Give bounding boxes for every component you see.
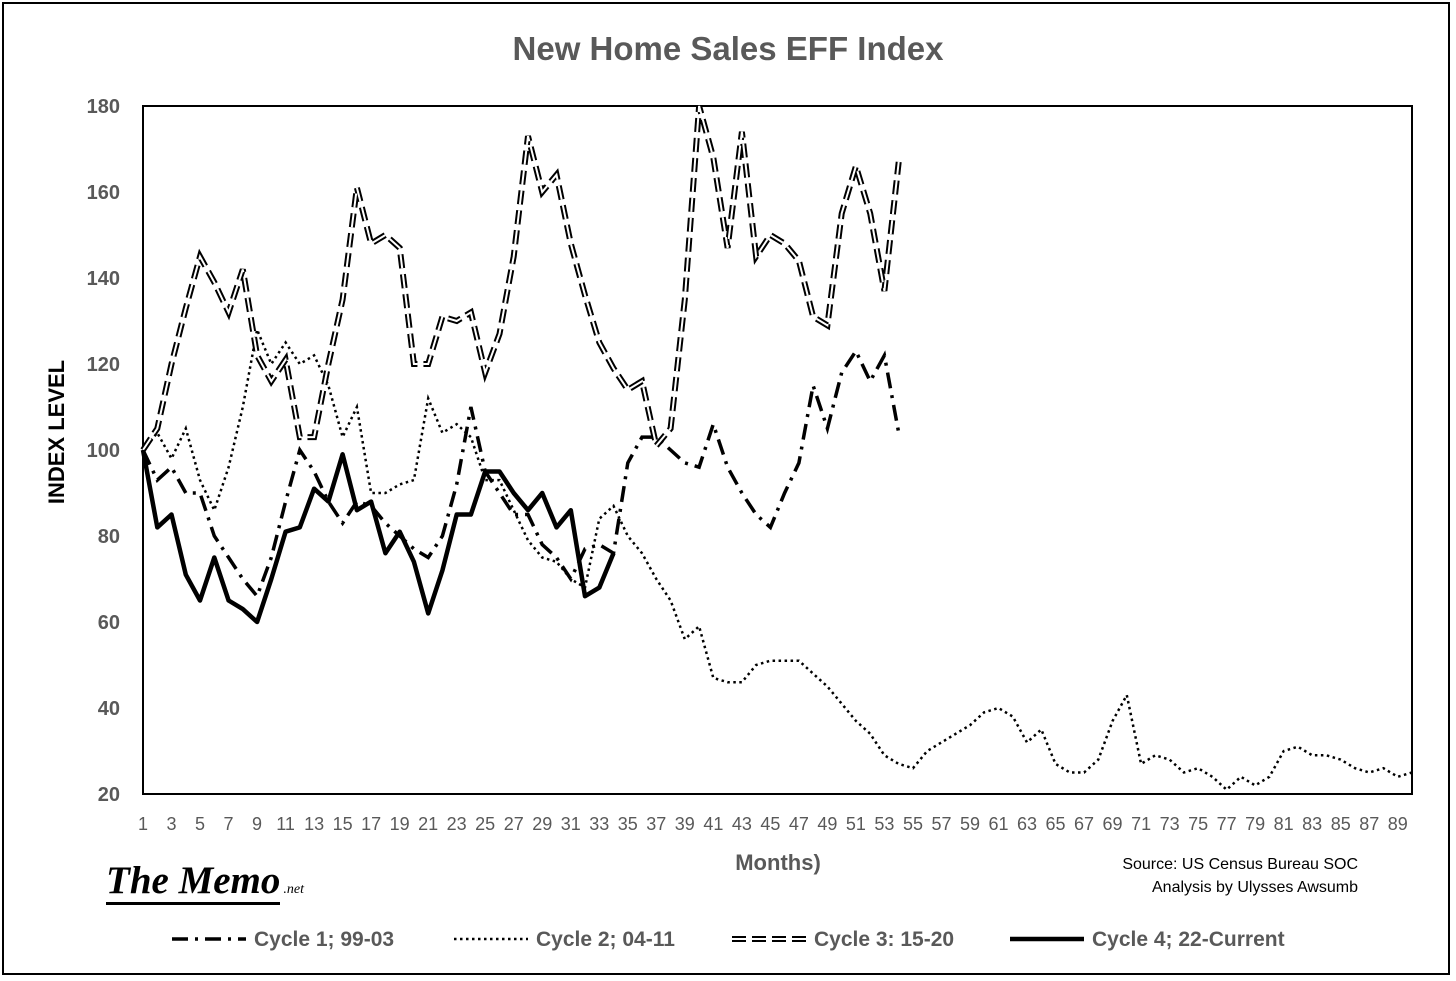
x-tick-label: 21 bbox=[418, 814, 438, 834]
x-tick-labels: 1 3 5 7 9 11 13 15 17 19 21 23 25 27 29 31 33 35 37 39 41 43 4… bbox=[138, 814, 1408, 834]
x-tick-label: 55 bbox=[903, 814, 923, 834]
x-tick-label: 43 bbox=[732, 814, 752, 834]
x-tick-label: 69 bbox=[1103, 814, 1123, 834]
x-tick-label: 39 bbox=[675, 814, 695, 834]
chart-title: New Home Sales EFF Index bbox=[513, 30, 945, 67]
x-tick-label: 33 bbox=[589, 814, 609, 834]
series-lines bbox=[140, 105, 1413, 792]
x-axis-label: Months) bbox=[735, 850, 821, 875]
x-tick-label: 25 bbox=[475, 814, 495, 834]
x-tick-label: 11 bbox=[276, 814, 295, 834]
x-tick-label: 41 bbox=[703, 814, 723, 834]
legend-label: Cycle 2; 04-11 bbox=[536, 928, 675, 951]
x-tick-label: 7 bbox=[224, 814, 234, 834]
x-tick-label: 5 bbox=[195, 814, 205, 834]
y-tick-label: 140 bbox=[87, 268, 120, 290]
series-line-3 bbox=[140, 105, 902, 453]
x-tick-label: 87 bbox=[1359, 814, 1379, 834]
x-tick-label: 15 bbox=[333, 814, 353, 834]
series-line-3 bbox=[142, 105, 900, 451]
x-tick-label: 37 bbox=[646, 814, 666, 834]
logo-main-text: The Memo bbox=[106, 859, 281, 905]
y-tick-label: 120 bbox=[87, 354, 120, 376]
x-tick-label: 23 bbox=[447, 814, 467, 834]
y-tick-label: 40 bbox=[98, 698, 120, 720]
x-tick-label: 45 bbox=[760, 814, 780, 834]
x-tick-label: 51 bbox=[846, 814, 866, 834]
x-tick-label: 19 bbox=[390, 814, 410, 834]
legend-label: Cycle 4; 22-Current bbox=[1092, 928, 1285, 951]
source-note: Source: US Census Bureau SOC bbox=[1122, 856, 1358, 873]
x-tick-label: 1 bbox=[138, 814, 148, 834]
y-tick-label: 180 bbox=[87, 96, 120, 118]
plot-area bbox=[142, 105, 1413, 795]
y-tick-label: 160 bbox=[87, 182, 120, 204]
y-tick-label: 60 bbox=[98, 612, 120, 634]
x-tick-label: 57 bbox=[931, 814, 951, 834]
x-tick-label: 79 bbox=[1245, 814, 1265, 834]
x-tick-label: 67 bbox=[1074, 814, 1094, 834]
x-tick-label: 31 bbox=[561, 814, 581, 834]
the-memo-logo: The Memo .net bbox=[106, 858, 305, 905]
x-tick-label: 85 bbox=[1331, 814, 1351, 834]
x-tick-label: 59 bbox=[960, 814, 980, 834]
legend: Cycle 1; 99-03 Cycle 2; 04-11 Cycle 3: 15-… bbox=[172, 928, 1285, 951]
x-tick-label: 13 bbox=[304, 814, 324, 834]
x-tick-label: 29 bbox=[532, 814, 552, 834]
series-line-2 bbox=[142, 325, 1413, 792]
x-tick-label: 89 bbox=[1388, 814, 1408, 834]
x-tick-label: 27 bbox=[504, 814, 524, 834]
x-tick-label: 73 bbox=[1160, 814, 1180, 834]
x-tick-label: 77 bbox=[1217, 814, 1237, 834]
x-tick-label: 49 bbox=[817, 814, 837, 834]
y-tick-label: 100 bbox=[87, 440, 120, 462]
series-line-1 bbox=[141, 347, 901, 600]
x-tick-label: 17 bbox=[361, 814, 381, 834]
y-tick-label: 20 bbox=[98, 784, 120, 806]
x-tick-label: 65 bbox=[1046, 814, 1066, 834]
legend-label: Cycle 1; 99-03 bbox=[254, 928, 394, 951]
analysis-note: Analysis by Ulysses Awsumb bbox=[1152, 879, 1358, 896]
x-tick-label: 63 bbox=[1017, 814, 1037, 834]
x-tick-label: 83 bbox=[1302, 814, 1322, 834]
x-tick-label: 9 bbox=[252, 814, 262, 834]
x-tick-label: 81 bbox=[1274, 814, 1294, 834]
y-tick-labels: 180 160 140 120 100 80 60 40 20 bbox=[87, 96, 120, 806]
x-tick-label: 47 bbox=[789, 814, 809, 834]
x-tick-label: 75 bbox=[1188, 814, 1208, 834]
x-tick-label: 71 bbox=[1131, 814, 1151, 834]
x-tick-label: 35 bbox=[618, 814, 638, 834]
logo-suffix: .net bbox=[283, 882, 305, 897]
x-tick-label: 61 bbox=[988, 814, 1008, 834]
x-tick-label: 53 bbox=[874, 814, 894, 834]
series-line-4 bbox=[140, 449, 616, 625]
legend-label: Cycle 3: 15-20 bbox=[814, 928, 954, 951]
x-tick-label: 3 bbox=[167, 814, 177, 834]
y-tick-label: 80 bbox=[98, 526, 120, 548]
y-axis-label: INDEX LEVEL bbox=[44, 360, 69, 504]
